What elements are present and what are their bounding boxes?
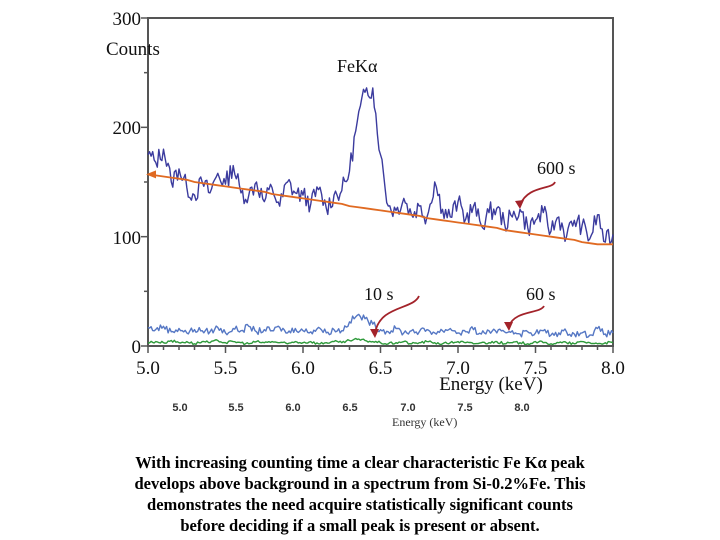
faint-tick-5-5: 5.5 (228, 402, 244, 414)
y-tick-label-0: 0 (132, 337, 142, 358)
faint-tick-5-0: 5.0 (172, 402, 188, 414)
caption-line-3: demonstrates the need acquire statistica… (147, 495, 573, 514)
y-tick-label-300: 300 (113, 9, 142, 30)
arrow-10s (374, 295, 420, 334)
arrow-600s-head (515, 200, 524, 209)
x-tick-label-7-0: 7.0 (446, 358, 470, 379)
arrow-60s (508, 305, 545, 327)
x-tick-label-7-5: 7.5 (524, 358, 548, 379)
arrow-600s (519, 181, 556, 206)
series-group (146, 87, 614, 346)
x-axis-title: Energy (keV) (439, 374, 543, 395)
series-line-600-s (147, 87, 614, 244)
x-tick-label-5-0: 5.0 (136, 358, 160, 379)
x-tick-label-8-0: 8.0 (601, 358, 625, 379)
arrow-10s-head (370, 329, 379, 338)
faint-tick-7-5: 7.5 (457, 402, 473, 414)
y-tick-label-200: 200 (113, 118, 142, 139)
tick-labels: 0 100 200 300 Counts 5.0 5.5 6.0 6.5 7.0… (106, 9, 625, 395)
label-600s: 600 s (537, 158, 576, 178)
caption-line-1: With increasing counting time a clear ch… (135, 453, 585, 472)
series-line-10-s (147, 337, 614, 346)
arrow-60s-head (504, 322, 513, 331)
x-tick-label-6-0: 6.0 (291, 358, 315, 379)
series-line-60-s (147, 313, 614, 339)
axis-ticks (141, 17, 614, 353)
label-60s: 60 s (526, 284, 556, 304)
y-tick-label-100: 100 (113, 228, 142, 249)
caption-line-2: develops above background in a spectrum … (134, 474, 586, 493)
x-tick-label-5-5: 5.5 (214, 358, 238, 379)
faint-tick-8-0: 8.0 (514, 402, 530, 414)
y-axis-title: Counts (106, 39, 160, 60)
x-tick-label-6-5: 6.5 (369, 358, 393, 379)
caption-line-4: before deciding if a small peak is prese… (180, 516, 540, 535)
fit-line-arrowhead (146, 170, 156, 179)
figure-caption: With increasing counting time a clear ch… (40, 452, 680, 540)
faint-tick-6-0: 6.0 (285, 402, 301, 414)
faint-tick-6-5: 6.5 (342, 402, 358, 414)
label-10s: 10 s (364, 284, 394, 304)
peak-label-fe-ka: FeKα (337, 56, 378, 76)
annotations: FeKα 600 s 10 s 60 s (337, 56, 576, 338)
faint-duplicate-axis: 5.0 5.5 6.0 6.5 7.0 7.5 8.0 Energy (keV) (150, 402, 550, 436)
faint-tick-7-0: 7.0 (400, 402, 416, 414)
series-line-background-fit (147, 173, 613, 246)
spectrum-chart: 0 100 200 300 Counts 5.0 5.5 6.0 6.5 7.0… (106, 9, 625, 395)
faint-axis-title: Energy (keV) (392, 415, 458, 429)
